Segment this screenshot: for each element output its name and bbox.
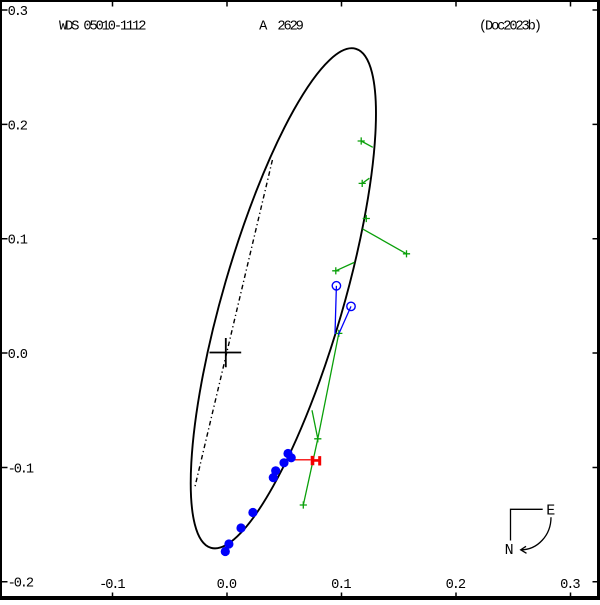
svg-text:A 2629: A 2629 [259,19,304,34]
svg-text:0.3: 0.3 [8,5,28,20]
svg-text:0.0: 0.0 [8,348,28,363]
svg-text:-0.1: -0.1 [8,462,34,477]
svg-text:-0.1: -0.1 [99,578,125,593]
svg-text:N: N [505,542,514,559]
svg-text:0.3: 0.3 [560,578,580,593]
svg-text:WDS 05010-1112: WDS 05010-1112 [59,19,146,34]
svg-text:-0.2: -0.2 [8,577,34,592]
svg-text:E: E [546,502,555,519]
svg-text:0.2: 0.2 [446,578,466,593]
svg-text:0.1: 0.1 [331,578,351,593]
svg-text:0.1: 0.1 [8,234,28,249]
svg-text:0.0: 0.0 [217,578,237,593]
svg-text:(Doc2023b): (Doc2023b) [479,19,540,34]
svg-text:0.2: 0.2 [8,119,28,134]
